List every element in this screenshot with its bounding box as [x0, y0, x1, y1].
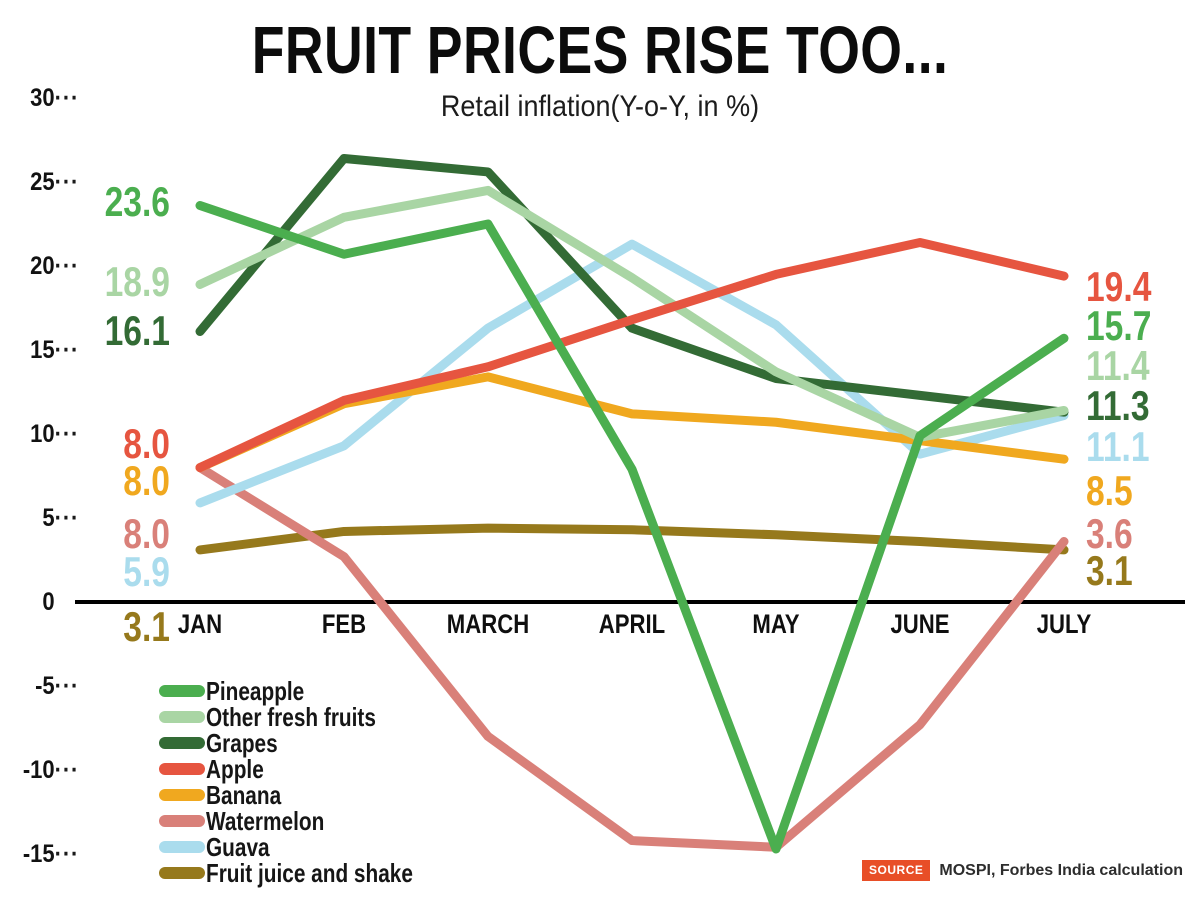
legend-swatch	[159, 711, 205, 723]
right-value-label-apple: 19.4	[1086, 263, 1152, 310]
legend-item-apple: Apple	[159, 753, 278, 784]
month-label-may: MAY	[752, 609, 800, 639]
page-title: FRUIT PRICES RISE TOO...	[251, 13, 949, 88]
y-tick-15: 15 ···	[30, 335, 80, 364]
legend-item-fruit-juice-and-shake: Fruit juice and shake	[159, 857, 465, 888]
chart-subtitle: Retail inflation(Y-o-Y, in %)	[440, 90, 760, 123]
legend-label: Apple	[206, 753, 264, 784]
left-value-label-fruit-juice-and-shake: 3.1	[123, 603, 170, 650]
tick-dots: ···	[54, 755, 80, 784]
legend-label: Other fresh fruits	[206, 701, 376, 732]
y-tick--10: -10 ···	[22, 755, 80, 784]
tick-dots: ···	[54, 839, 80, 868]
legend-label: Grapes	[206, 727, 278, 758]
right-value-label-grapes: 11.3	[1086, 382, 1150, 429]
month-label-jan: JAN	[177, 609, 223, 639]
y-tick-25: 25 ···	[30, 167, 80, 196]
right-value-label-pineapple: 15.7	[1086, 302, 1152, 349]
tick-dots: ···	[54, 419, 80, 448]
right-value-label-watermelon: 3.6	[1086, 510, 1133, 557]
right-value-label-banana: 8.5	[1086, 467, 1133, 514]
tick-dots: ···	[54, 503, 80, 532]
line-watermelon	[195, 463, 1069, 852]
source-text: MOSPI, Forbes India calculation	[939, 861, 1183, 879]
legend-item-grapes: Grapes	[159, 727, 296, 758]
left-value-label-banana: 8.0	[123, 457, 170, 504]
right-value-label-guava: 11.1	[1086, 423, 1150, 470]
legend-swatch	[159, 867, 205, 879]
legend-item-guava: Guava	[159, 831, 286, 862]
y-tick--5: -5 ···	[35, 671, 80, 700]
left-value-label-watermelon: 8.0	[123, 510, 170, 557]
line-grapes	[195, 153, 1069, 417]
left-value-label-pineapple: 23.6	[104, 178, 170, 225]
legend-label: Fruit juice and shake	[206, 857, 413, 888]
legend-swatch	[159, 841, 205, 853]
y-tick-5: 5 ···	[42, 503, 80, 532]
y-tick-0: 0	[42, 587, 55, 616]
month-label-june: JUNE	[890, 609, 950, 639]
y-tick-20: 20 ···	[30, 251, 80, 280]
tick-dots: ···	[54, 671, 80, 700]
right-value-label-fruit-juice-and-shake: 3.1	[1086, 547, 1133, 594]
source-badge: SOURCE	[862, 860, 931, 881]
source-row: SOURCE MOSPI, Forbes India calculation	[862, 860, 1183, 881]
tick-dots: ···	[54, 251, 80, 280]
month-label-july: JULY	[1036, 609, 1092, 639]
legend-label: Pineapple	[206, 675, 305, 706]
legend-item-pineapple: Pineapple	[159, 675, 329, 706]
legend-label: Banana	[206, 779, 282, 810]
y-tick-30: 30 ···	[30, 83, 80, 112]
legend-label: Guava	[206, 831, 270, 862]
month-label-march: MARCH	[446, 609, 530, 639]
tick-dots: ···	[54, 83, 80, 112]
y-tick-10: 10 ···	[30, 419, 80, 448]
month-label-feb: FEB	[321, 609, 367, 639]
legend-swatch	[159, 789, 205, 801]
left-value-label-guava: 5.9	[123, 548, 170, 595]
legend-item-watermelon: Watermelon	[159, 805, 354, 836]
left-value-label-grapes: 16.1	[104, 307, 170, 354]
legend-swatch	[159, 737, 205, 749]
legend-swatch	[159, 815, 205, 827]
right-value-label-other-fresh-fruits: 11.4	[1086, 342, 1150, 389]
tick-dots: ···	[54, 167, 80, 196]
legend-item-banana: Banana	[159, 779, 300, 810]
left-value-label-apple: 8.0	[123, 420, 170, 467]
line-guava	[195, 239, 1069, 508]
tick-dots: ···	[54, 335, 80, 364]
month-label-april: APRIL	[598, 609, 666, 639]
legend-label: Watermelon	[206, 805, 325, 836]
legend-swatch	[159, 685, 205, 697]
line-fruit-juice-and-shake	[195, 523, 1069, 555]
legend-item-other-fresh-fruits: Other fresh fruits	[159, 701, 418, 732]
line-pineapple	[195, 201, 1069, 854]
line-apple	[195, 237, 1069, 473]
legend-swatch	[159, 763, 205, 775]
left-value-label-other-fresh-fruits: 18.9	[104, 258, 170, 305]
y-tick--15: -15 ···	[22, 839, 80, 868]
